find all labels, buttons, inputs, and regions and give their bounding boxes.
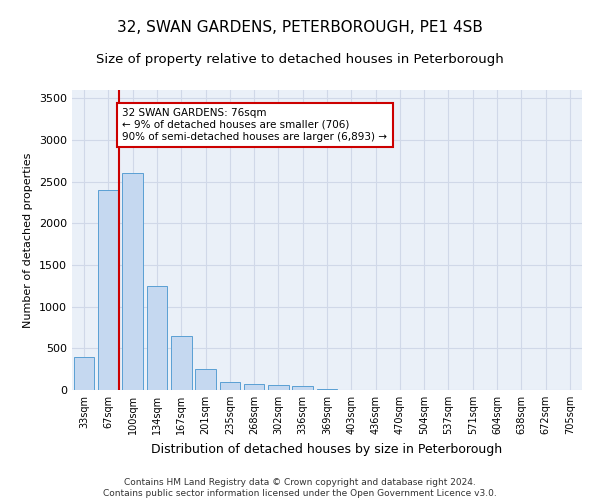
Bar [244, 384, 265, 390]
Bar [220, 382, 240, 390]
Bar [292, 386, 313, 390]
Text: 32, SWAN GARDENS, PETERBOROUGH, PE1 4SB: 32, SWAN GARDENS, PETERBOROUGH, PE1 4SB [117, 20, 483, 35]
Bar [146, 286, 167, 390]
Bar [317, 389, 337, 390]
Text: Size of property relative to detached houses in Peterborough: Size of property relative to detached ho… [96, 52, 504, 66]
Bar [98, 190, 119, 390]
Bar [268, 385, 289, 390]
Bar [122, 174, 143, 390]
Bar [195, 369, 216, 390]
X-axis label: Distribution of detached houses by size in Peterborough: Distribution of detached houses by size … [151, 442, 503, 456]
Bar [171, 336, 191, 390]
Y-axis label: Number of detached properties: Number of detached properties [23, 152, 34, 328]
Text: 32 SWAN GARDENS: 76sqm
← 9% of detached houses are smaller (706)
90% of semi-det: 32 SWAN GARDENS: 76sqm ← 9% of detached … [122, 108, 388, 142]
Bar [74, 356, 94, 390]
Text: Contains HM Land Registry data © Crown copyright and database right 2024.
Contai: Contains HM Land Registry data © Crown c… [103, 478, 497, 498]
